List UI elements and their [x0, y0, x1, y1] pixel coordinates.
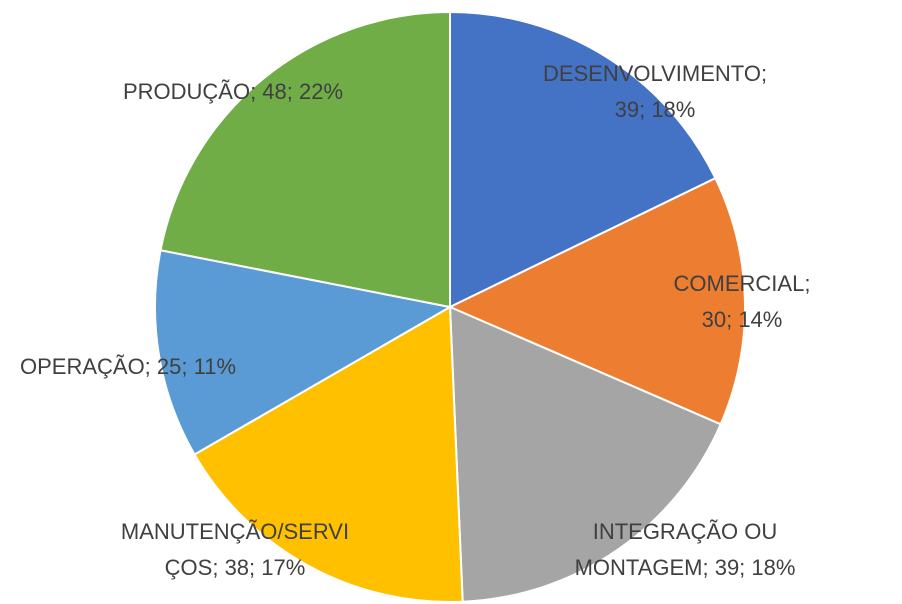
- pie-slice: [159, 10, 451, 309]
- data-label: COMERCIAL; 30; 14%: [673, 271, 811, 332]
- pie-slice: [447, 176, 746, 426]
- data-label: PRODUÇÃO; 48; 22%: [122, 79, 344, 104]
- pie-slice: [449, 10, 717, 309]
- pie-slice: [154, 249, 453, 456]
- pie-slice: [448, 305, 723, 603]
- data-label: OPERAÇÃO; 25; 11%: [19, 354, 236, 379]
- data-label: INTEGRAÇÃO OU MONTAGEM; 39; 18%: [574, 519, 796, 580]
- data-label: DESENVOLVIMENTO; 39; 18%: [542, 61, 768, 122]
- pie-slice: [193, 305, 464, 603]
- data-label: MANUTENÇÃO/SERVIÇOS; 38; 17%: [120, 519, 350, 580]
